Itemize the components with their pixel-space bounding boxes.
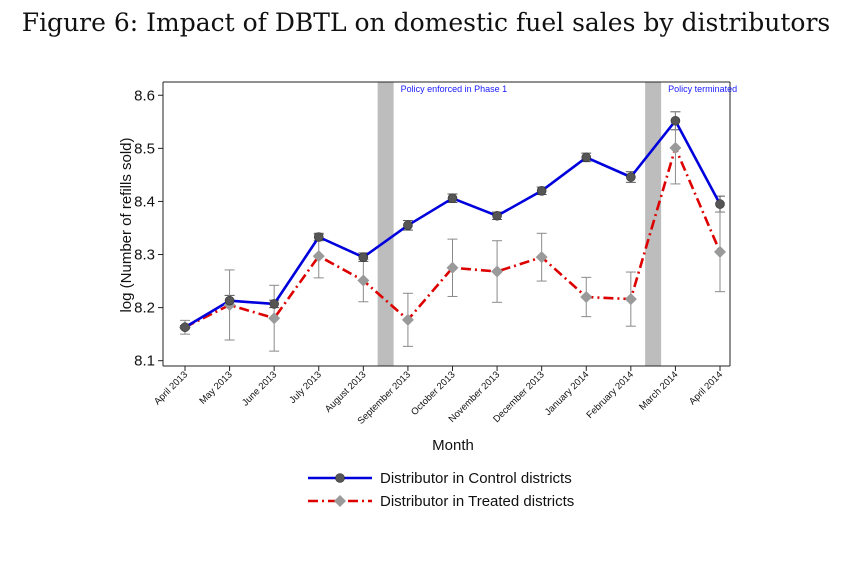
y-tick-label: 8.2: [134, 300, 155, 317]
control-point: [715, 199, 725, 209]
band-annotation-2: Policy terminated: [668, 84, 737, 94]
treated-point: [312, 250, 325, 263]
x-tick-label: June 2013: [240, 369, 279, 408]
x-tick-label: January 2014: [543, 369, 591, 417]
y-tick-label: 8.4: [134, 193, 155, 210]
shaded-bands: [377, 82, 662, 366]
control-point: [313, 232, 324, 242]
legend: Distributor in Control districts Distribu…: [308, 470, 574, 510]
legend-label: Distributor in Control districts: [380, 470, 572, 487]
band-annotation-1: Policy enforced in Phase 1: [401, 84, 508, 94]
legend-swatch-marker: [334, 495, 346, 507]
control-point: [447, 193, 458, 204]
x-axis-title: Month: [432, 437, 474, 454]
band-annotations: Policy enforced in Phase 1 Policy termina…: [401, 84, 738, 94]
x-tick-label: May 2013: [197, 369, 234, 406]
treated-point: [401, 313, 414, 326]
y-ticks: 8.1 8.2 8.3 8.4 8.5 8.6: [134, 87, 163, 370]
treated-point: [357, 274, 370, 287]
control-point: [670, 115, 681, 126]
x-tick-label: July 2013: [287, 369, 324, 406]
treated-point: [491, 265, 504, 278]
y-tick-label: 8.1: [134, 353, 155, 370]
x-tick-label: April 2014: [687, 369, 725, 407]
y-tick-label: 8.6: [134, 87, 155, 104]
control-point: [403, 220, 413, 231]
treated-point: [446, 261, 459, 274]
control-point: [180, 322, 190, 333]
legend-swatch-marker: [335, 473, 345, 483]
y-tick-label: 8.3: [134, 247, 155, 264]
series-markers: [179, 115, 726, 334]
treated-point: [580, 290, 593, 303]
treated-point: [669, 141, 682, 154]
treated-point: [624, 293, 637, 306]
y-axis-title: log (Number of refills sold): [118, 137, 135, 312]
control-point: [358, 252, 369, 262]
x-ticks: April 2013 May 2013 June 2013 July 2013 Augu…: [152, 366, 725, 427]
treated-point: [268, 312, 281, 325]
axes: [162, 81, 731, 367]
x-tick-label: October 2013: [409, 369, 457, 417]
x-tick-label: April 2013: [152, 369, 190, 407]
y-tick-label: 8.5: [134, 140, 155, 157]
control-point: [626, 172, 636, 182]
control-point: [224, 295, 235, 306]
x-tick-label: August 2013: [323, 369, 369, 415]
legend-label: Distributor in Treated districts: [380, 493, 574, 510]
control-point: [536, 186, 547, 196]
control-point: [492, 210, 502, 221]
figure-title: Figure 6: Impact of DBTL on domestic fue…: [21, 8, 831, 37]
treated-point: [535, 251, 548, 264]
treated-point: [714, 245, 726, 258]
x-tick-label: February 2014: [584, 369, 635, 420]
control-point: [269, 299, 279, 309]
shaded-band-1: [377, 82, 394, 366]
x-tick-label: March 2014: [637, 369, 680, 412]
control-point: [581, 152, 592, 163]
treated-series-line: [184, 146, 722, 329]
